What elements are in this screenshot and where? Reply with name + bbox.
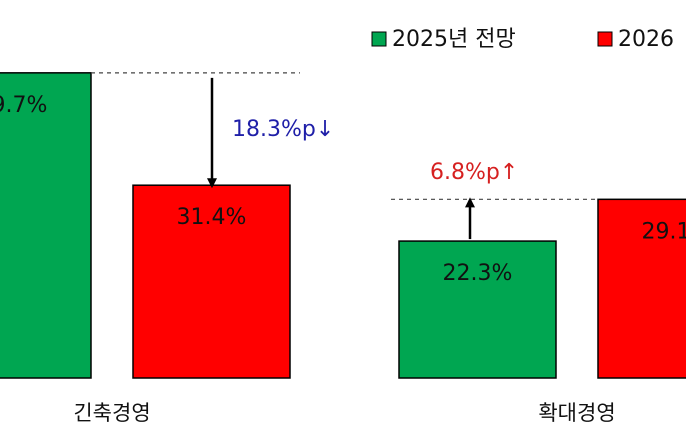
annotation: 18.3%p↓ bbox=[232, 117, 334, 142]
bar bbox=[132, 184, 291, 379]
legend-swatch bbox=[371, 31, 387, 47]
annotation: 6.8%p↑ bbox=[430, 160, 518, 185]
value-label: 49.7% bbox=[0, 93, 47, 118]
value-label: 22.3% bbox=[443, 261, 513, 286]
value-label: 31.4% bbox=[177, 205, 247, 230]
x-tick-label: 긴축경영 bbox=[73, 401, 150, 425]
value-label: 29.1% bbox=[642, 219, 686, 244]
legend-label: 2026 bbox=[618, 27, 674, 52]
bar bbox=[398, 240, 557, 379]
legend-label: 2025년 전망 bbox=[392, 27, 516, 52]
x-tick-label: 확대경영 bbox=[538, 401, 615, 425]
legend-swatch bbox=[597, 31, 613, 47]
bar bbox=[597, 198, 686, 379]
bar bbox=[0, 72, 92, 379]
